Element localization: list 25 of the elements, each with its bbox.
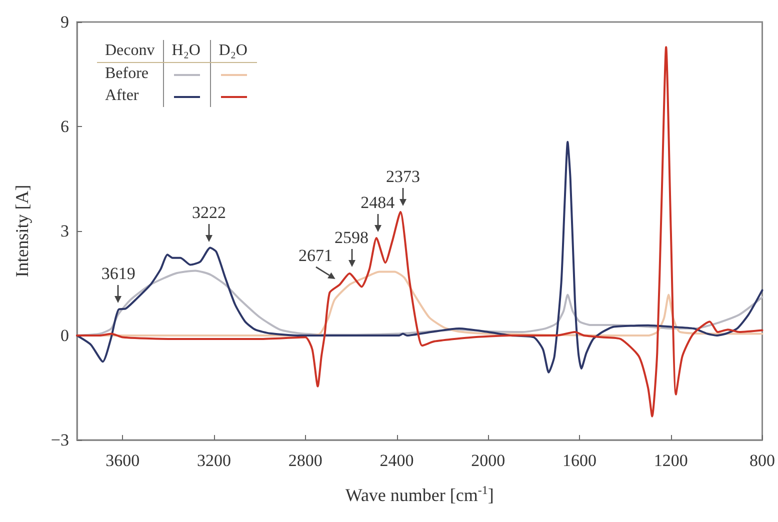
annotation: H₂O <box>163 40 210 62</box>
annotation: Before <box>97 62 164 85</box>
x-tick-label: 2000 <box>471 451 506 470</box>
annotation: 2484 <box>360 192 395 212</box>
x-tick-label: 2400 <box>380 451 414 470</box>
x-tick-label: 1600 <box>562 451 597 470</box>
legend-title: Deconv <box>97 40 164 62</box>
annotation: After <box>97 85 164 107</box>
x-tick-label: 1200 <box>654 451 688 470</box>
annotation: 3619 <box>101 264 136 284</box>
y-tick-label: 0 <box>60 326 69 345</box>
annotation: 2671 <box>298 246 333 265</box>
annotation: 2598 <box>334 228 369 248</box>
y-tick-label: 9 <box>60 12 69 32</box>
y-tick-label: 6 <box>60 117 69 136</box>
annotation: D₂O <box>210 40 257 62</box>
x-tick-label: 800 <box>750 451 775 470</box>
annotation: 3222 <box>192 202 226 222</box>
x-tick-label: 2800 <box>288 451 322 470</box>
y-axis-title: Intensity [A] <box>12 184 32 278</box>
y-tick-label: 3 <box>60 222 69 240</box>
x-tick-label: 3200 <box>197 451 232 470</box>
annotation: 2373 <box>386 166 420 186</box>
x-tick-label: 3600 <box>106 451 140 470</box>
y-tick-label: −3 <box>50 430 69 450</box>
